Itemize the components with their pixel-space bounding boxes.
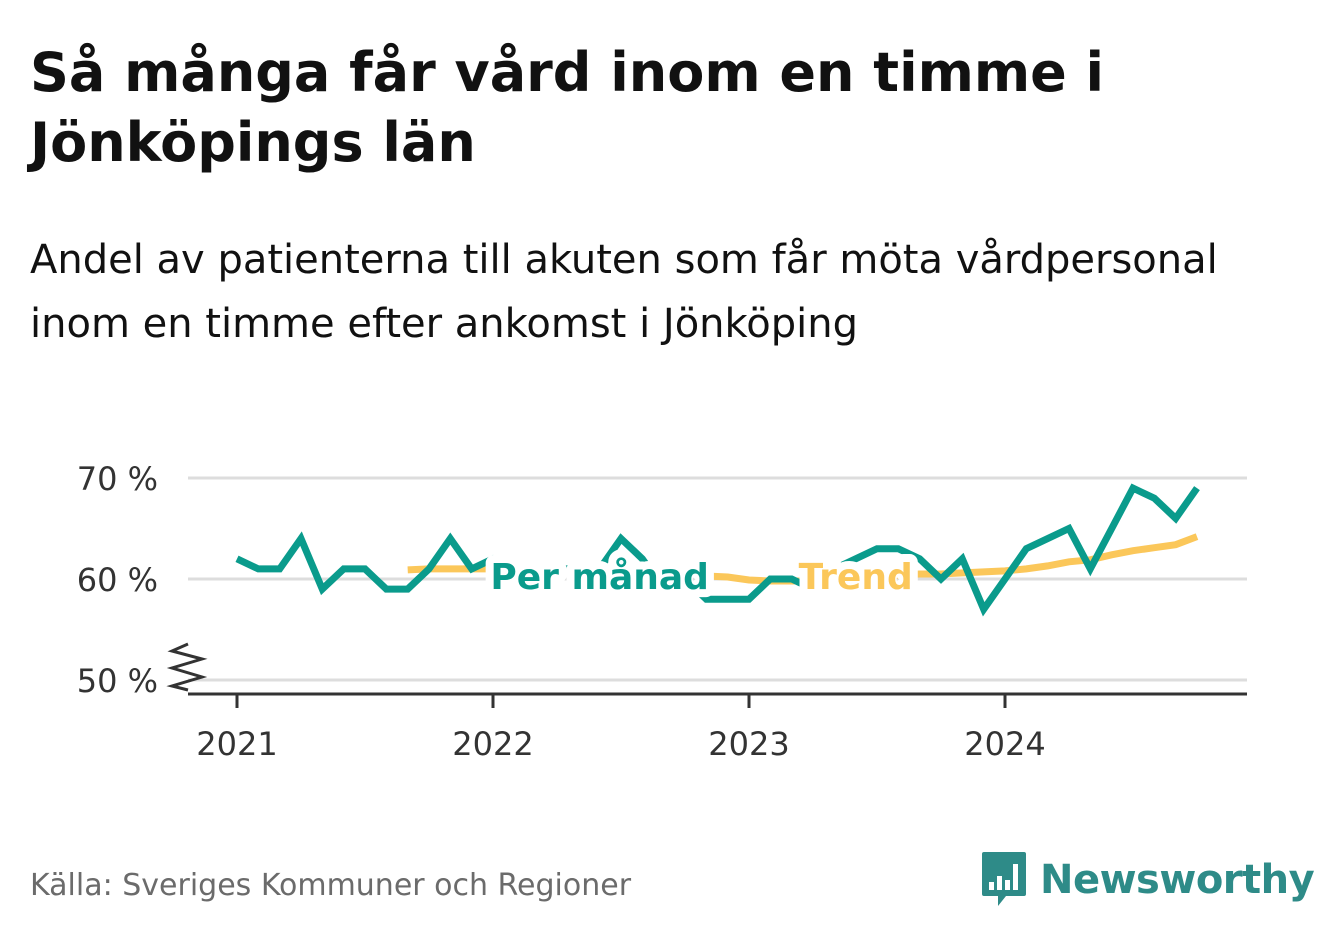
series-labels: Per månad Trend (482, 549, 920, 606)
trend-label: Trend (799, 557, 913, 598)
brand-name: Newsworthy (1040, 857, 1315, 903)
y-tick-label: 60 % (77, 561, 158, 599)
series-lines (235, 483, 1200, 617)
x-tick-label: 2024 (964, 725, 1045, 763)
monthly-label: Per månad (490, 557, 709, 598)
brand-logo: Newsworthy (980, 850, 1315, 910)
chart-subtitle: Andel av patienterna till akuten som får… (30, 237, 1218, 347)
y-tick-label: 70 % (77, 460, 158, 498)
axis-break-zigzag (166, 642, 208, 692)
monthly-line (235, 483, 1200, 617)
x-tick-label: 2022 (452, 725, 533, 763)
chart-title: Så många får vård inom en timme i Jönköp… (30, 41, 1105, 174)
y-axis-labels: 50 % 60 % 70 % (77, 460, 158, 700)
newsworthy-icon (982, 852, 1026, 906)
x-tick-label: 2021 (196, 725, 277, 763)
axis-break-icon (166, 642, 208, 692)
x-tick-label: 2023 (708, 725, 789, 763)
x-axis: 2021 2022 2023 2024 (188, 692, 1247, 763)
source-text: Källa: Sveriges Kommuner och Regioner (30, 868, 632, 903)
y-tick-label: 50 % (77, 662, 158, 700)
